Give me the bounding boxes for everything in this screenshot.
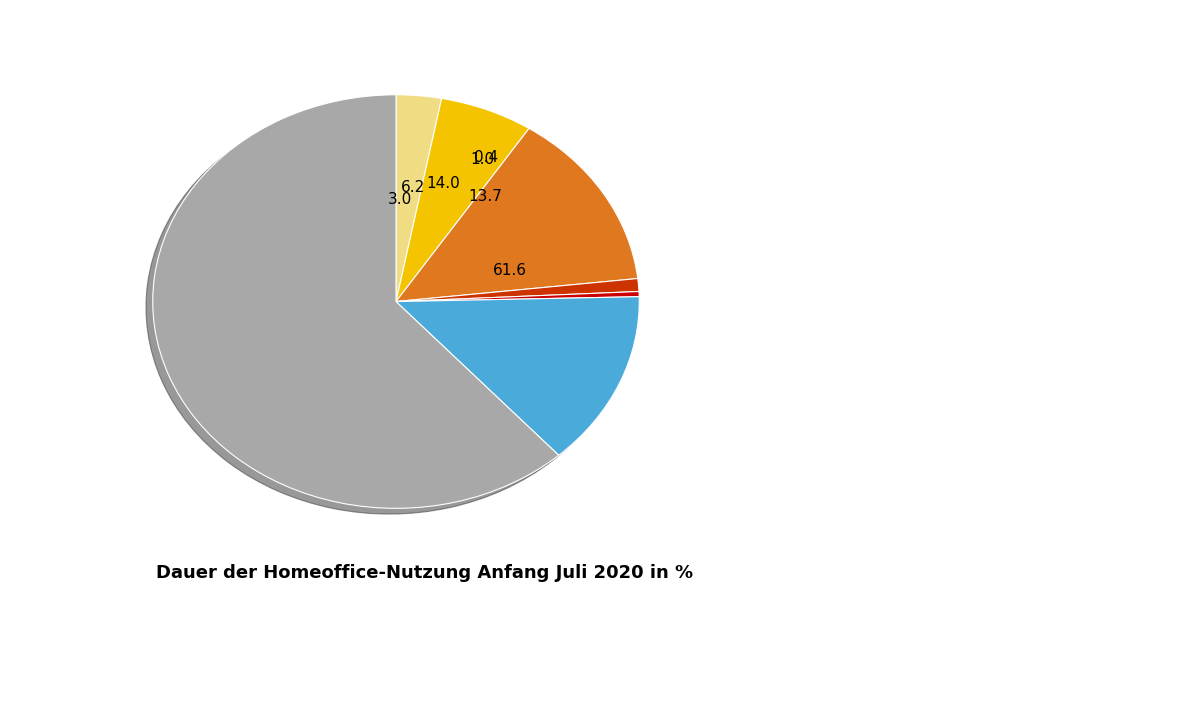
Text: 14.0: 14.0 xyxy=(427,176,461,191)
Wedge shape xyxy=(396,95,442,302)
Wedge shape xyxy=(396,279,638,302)
Wedge shape xyxy=(396,297,640,455)
Wedge shape xyxy=(152,95,559,508)
Wedge shape xyxy=(396,98,529,302)
Text: 6.2: 6.2 xyxy=(401,180,425,195)
Text: 13.7: 13.7 xyxy=(468,189,502,204)
Text: 61.6: 61.6 xyxy=(493,263,527,278)
Wedge shape xyxy=(396,292,640,302)
Text: Dauer der Homeoffice-Nutzung Anfang Juli 2020 in %: Dauer der Homeoffice-Nutzung Anfang Juli… xyxy=(156,564,694,582)
Text: 0.4: 0.4 xyxy=(474,150,498,165)
Text: 3.0: 3.0 xyxy=(388,192,412,208)
Text: 1.0: 1.0 xyxy=(470,152,494,167)
Wedge shape xyxy=(396,129,637,302)
